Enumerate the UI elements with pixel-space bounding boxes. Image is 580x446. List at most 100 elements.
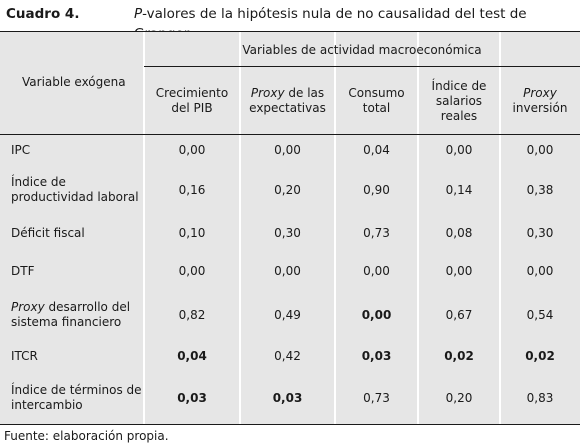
row-label-part: DTF	[11, 263, 35, 278]
column-header-line: salarios	[432, 94, 487, 109]
table-cell: 0,03	[144, 372, 240, 424]
cell-value: 0,30	[274, 225, 301, 240]
cell-value: 0,00	[445, 142, 473, 157]
column-separator	[239, 31, 241, 424]
row-label-part: sistema financiero	[11, 315, 122, 329]
row-label: DTF	[11, 252, 144, 290]
table-cell: 0,00	[240, 252, 335, 290]
table-cell: 0,03	[335, 340, 418, 372]
column-header-italic: Proxy	[250, 86, 285, 100]
table-cell: 0,00	[500, 252, 580, 290]
column-header-text-part: reales	[440, 108, 478, 123]
cell-value: 0,03	[272, 390, 303, 405]
table-cell: 0,00	[418, 134, 500, 166]
row-label-line: Índice de términos de	[11, 383, 142, 398]
cell-value: 0,73	[363, 390, 390, 405]
row-label-line: Déficit fiscal	[11, 226, 85, 241]
cell-value: 0,54	[526, 307, 554, 322]
column-header-text: Proxy inversión	[513, 86, 568, 116]
table-cell: 0,00	[144, 134, 240, 166]
row-label-text: ITCR	[11, 349, 38, 364]
cell-value: 0,08	[445, 225, 473, 240]
column-header-line: Índice de	[432, 79, 487, 94]
column-header-text: Índice de salarios reales	[432, 79, 487, 124]
column-header-line: inversión	[513, 101, 568, 116]
table-cell: 0,20	[418, 372, 500, 424]
row-label-line: IPC	[11, 143, 30, 158]
column-header: Proxy de las expectativas	[240, 70, 335, 132]
column-header-line: Consumo	[348, 86, 404, 101]
table-cell: 0,54	[500, 290, 580, 340]
column-header-text-part: total	[362, 101, 391, 115]
cell-value: 0,82	[178, 307, 206, 322]
column-separator	[417, 31, 419, 424]
table-cell: 0,00	[144, 252, 240, 290]
cell-value: 0,16	[178, 182, 206, 197]
row-label-part: Déficit fiscal	[11, 225, 85, 240]
table-cell: 0,90	[335, 166, 418, 214]
cell-value: 0,20	[274, 182, 301, 197]
table-cell: 0,49	[240, 290, 335, 340]
cell-value: 0,14	[445, 182, 473, 197]
column-header: Consumo total	[335, 70, 418, 132]
row-label-line: ITCR	[11, 349, 38, 364]
column-header-line: Proxy de las	[249, 86, 326, 101]
cell-value: 0,49	[274, 307, 301, 322]
row-label-line: DTF	[11, 264, 34, 279]
row-label-text: Proxy desarrollo del sistema financiero	[11, 300, 130, 330]
row-label-text: Índice de productividad laboral	[11, 175, 139, 205]
cell-value: 0,00	[363, 263, 390, 278]
table-cell: 0,00	[418, 252, 500, 290]
row-header-label: Variable exógena	[22, 74, 126, 89]
row-label-line: Índice de	[11, 175, 139, 190]
table-cell: 0,14	[418, 166, 500, 214]
cell-value: 0,00	[178, 142, 206, 157]
cell-value: 0,02	[525, 348, 555, 363]
column-header: Índice de salarios reales	[418, 70, 500, 132]
column-header-text: Consumo total	[348, 86, 404, 116]
cell-value: 0,10	[178, 225, 206, 240]
row-label-line: Proxy desarrollo del	[11, 300, 130, 315]
row-label-part: Índice de términos de	[11, 383, 142, 397]
column-header-line: total	[348, 101, 404, 116]
table-cell: 0,03	[240, 372, 335, 424]
column-separator	[499, 31, 501, 424]
column-separator	[334, 31, 336, 424]
table-cell: 0,02	[418, 340, 500, 372]
cell-value: 0,03	[361, 348, 392, 363]
column-header-text: Proxy de las expectativas	[249, 86, 326, 116]
column-header-line: Crecimiento	[156, 86, 228, 101]
group-header-label: Variables de actividad macroeconómica	[242, 42, 482, 57]
row-label-line: intercambio	[11, 398, 142, 413]
column-header-text-part: expectativas	[249, 101, 326, 115]
column-header: Proxy inversión	[500, 70, 580, 132]
column-header: Crecimiento del PIB	[144, 70, 240, 132]
column-header-text-part: Crecimiento	[155, 86, 229, 100]
cell-value: 0,04	[177, 348, 207, 363]
table-rule	[144, 66, 580, 67]
cell-value: 0,00	[274, 142, 301, 157]
title-italic: P	[134, 6, 143, 22]
cell-value: 0,38	[526, 182, 554, 197]
table-rule	[0, 424, 580, 425]
cell-value: 0,03	[177, 390, 207, 405]
table-cell: 0,02	[500, 340, 580, 372]
table-cell: 0,83	[500, 372, 580, 424]
table-cell: 0,38	[500, 166, 580, 214]
row-label-part: productividad laboral	[11, 190, 139, 204]
table-rule	[0, 31, 580, 32]
cell-value: 0,00	[445, 263, 473, 278]
row-label-part: ITCR	[11, 348, 38, 363]
row-label-part: IPC	[11, 142, 31, 157]
cell-value: 0,02	[444, 348, 474, 363]
table-rule	[0, 134, 580, 135]
row-label: IPC	[11, 134, 144, 166]
table-cell: 0,30	[240, 214, 335, 252]
row-label-text: IPC	[11, 143, 30, 158]
table-cell: 0,00	[240, 134, 335, 166]
table-cell: 0,00	[500, 134, 580, 166]
cell-value: 0,67	[445, 307, 473, 322]
table-cell: 0,04	[335, 134, 418, 166]
cell-value: 0,00	[526, 142, 554, 157]
column-header-text-part: del PIB	[171, 101, 213, 115]
